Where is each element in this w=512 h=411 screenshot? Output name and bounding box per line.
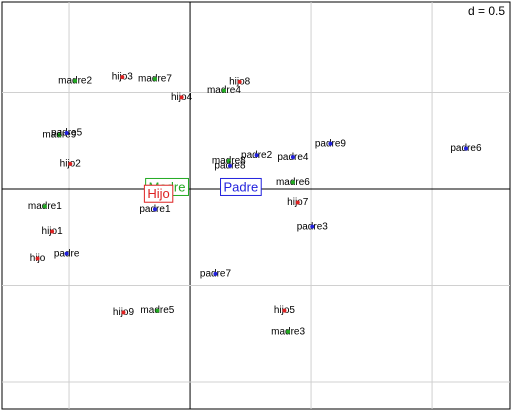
point <box>152 77 157 81</box>
point <box>42 204 47 209</box>
point <box>50 229 55 234</box>
point <box>179 95 184 100</box>
class-label: Hijo <box>143 184 174 203</box>
point <box>282 308 287 313</box>
class-label: Padre <box>220 177 262 196</box>
class-label-box <box>220 177 262 196</box>
point <box>254 153 259 158</box>
point <box>57 132 62 137</box>
class-label-box <box>143 184 174 203</box>
point <box>295 200 300 205</box>
point <box>290 180 295 185</box>
point <box>152 207 157 212</box>
point <box>227 163 232 168</box>
point <box>213 271 218 276</box>
point <box>155 308 160 313</box>
class-labels: MadreHijoPadre <box>143 177 262 203</box>
point <box>226 159 231 164</box>
point <box>286 329 291 334</box>
point <box>463 146 468 151</box>
point <box>121 310 126 315</box>
grid-size-label: d = 0.5 <box>468 4 505 18</box>
marks: madre2madre7madre4madre9madre8madre6madr… <box>28 72 482 338</box>
point <box>237 79 242 84</box>
class-label-text: Padre <box>224 179 259 194</box>
point <box>310 224 315 229</box>
point <box>73 78 78 83</box>
point <box>221 88 226 93</box>
point <box>328 141 333 146</box>
point <box>64 251 69 256</box>
class-label-text: Hijo <box>147 186 169 201</box>
point <box>290 155 295 160</box>
point <box>35 256 40 261</box>
point <box>120 75 125 80</box>
point <box>64 131 69 136</box>
point <box>68 161 73 166</box>
